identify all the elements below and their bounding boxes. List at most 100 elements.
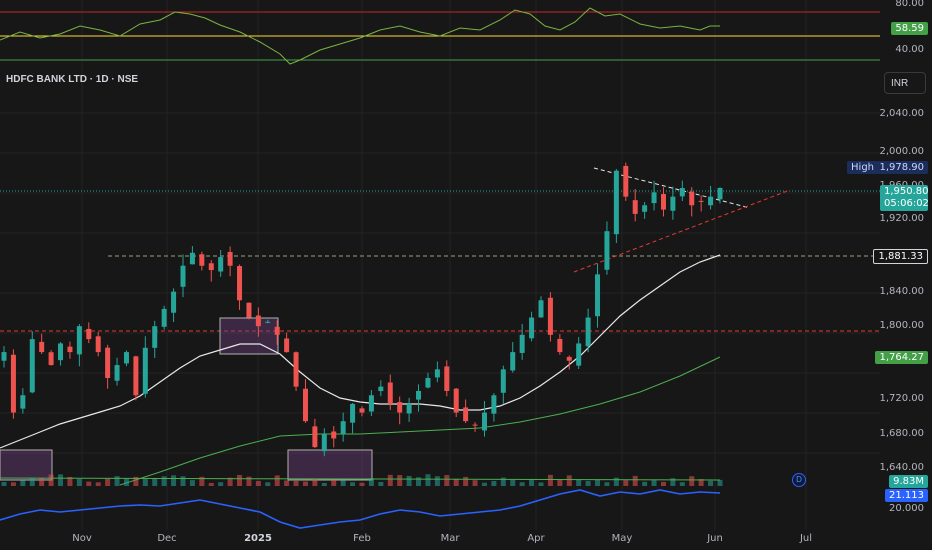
candle-body[interactable]: [255, 315, 261, 327]
candle-body[interactable]: [218, 257, 224, 272]
volume-bar: [604, 482, 610, 486]
candle-body[interactable]: [86, 328, 92, 340]
candle-body[interactable]: [510, 352, 516, 371]
candle-body[interactable]: [660, 194, 666, 210]
candle-body[interactable]: [708, 196, 714, 206]
candle-body[interactable]: [491, 395, 497, 414]
volume-bar: [717, 479, 723, 486]
zone-rectangle[interactable]: [0, 449, 53, 481]
candle-body[interactable]: [378, 386, 384, 392]
lower-indicator-line: [0, 489, 721, 529]
candle-body[interactable]: [397, 402, 403, 413]
triangle-pattern[interactable]: [573, 167, 791, 273]
currency-selector-button[interactable]: INR: [884, 72, 926, 94]
volume-bar: [397, 475, 403, 486]
candle-body[interactable]: [670, 196, 676, 211]
candle-body[interactable]: [189, 252, 195, 265]
candle-body[interactable]: [529, 317, 535, 339]
candle-body[interactable]: [321, 434, 327, 452]
candle-body[interactable]: [519, 334, 525, 353]
candle-body[interactable]: [10, 354, 16, 413]
candle-body[interactable]: [293, 352, 299, 387]
candle-body[interactable]: [406, 403, 412, 414]
candle-body[interactable]: [604, 231, 610, 270]
candle-body[interactable]: [472, 424, 478, 426]
price-tick-label: 2,040.00: [879, 108, 924, 119]
candle-body[interactable]: [29, 339, 35, 393]
candle-body[interactable]: [679, 188, 685, 197]
dividend-icon[interactable]: D: [792, 473, 806, 487]
candle-body[interactable]: [642, 205, 648, 212]
candle-body[interactable]: [161, 308, 167, 327]
candle-body[interactable]: [284, 338, 290, 353]
candle-body[interactable]: [48, 352, 54, 366]
candle-body[interactable]: [58, 343, 64, 361]
candle-body[interactable]: [95, 336, 101, 353]
candle-body[interactable]: [444, 366, 450, 391]
volume-bar: [29, 478, 35, 486]
candle-body[interactable]: [350, 403, 356, 423]
candle-body[interactable]: [227, 252, 233, 266]
candle-body[interactable]: [651, 192, 657, 204]
candle-body[interactable]: [547, 297, 553, 335]
candle-body[interactable]: [246, 302, 252, 318]
candle-body[interactable]: [76, 326, 82, 355]
candle-body[interactable]: [434, 369, 440, 378]
volume-bar: [406, 475, 412, 486]
zone-rectangle[interactable]: [287, 449, 373, 481]
candle-body[interactable]: [453, 388, 459, 413]
candle-body[interactable]: [340, 421, 346, 434]
candle-body[interactable]: [123, 352, 129, 364]
candle-body[interactable]: [331, 431, 337, 439]
candle-body[interactable]: [481, 412, 487, 431]
candle-body[interactable]: [20, 395, 26, 409]
candle-body[interactable]: [557, 338, 563, 353]
candle-body[interactable]: [302, 388, 308, 422]
candle-body[interactable]: [171, 291, 177, 313]
candle-body[interactable]: [114, 365, 120, 381]
candle-body[interactable]: [368, 395, 374, 412]
candle-body[interactable]: [538, 300, 544, 318]
candle-body[interactable]: [39, 341, 45, 353]
candle-body[interactable]: [585, 317, 591, 347]
candle-body[interactable]: [566, 356, 572, 361]
candlesticks[interactable]: [1, 162, 723, 457]
candle-body[interactable]: [312, 426, 318, 448]
candle-body[interactable]: [689, 191, 695, 206]
candle-body[interactable]: [632, 200, 638, 214]
candle-body[interactable]: [142, 347, 148, 394]
candle-body[interactable]: [387, 382, 393, 404]
volume-bar: [312, 479, 318, 486]
volume-ma-line: [0, 477, 721, 481]
candle-body[interactable]: [152, 326, 158, 348]
volume-bar: [48, 474, 54, 486]
candle-body[interactable]: [1, 352, 7, 361]
candle-body[interactable]: [199, 254, 205, 266]
candle-body[interactable]: [133, 356, 139, 396]
volume-bar: [434, 476, 440, 486]
volume-bar: [529, 479, 535, 486]
candle-body[interactable]: [500, 369, 506, 393]
volume-bar: [350, 482, 356, 486]
candle-body[interactable]: [576, 343, 582, 366]
volume-bar: [39, 477, 45, 486]
candle-body[interactable]: [265, 321, 271, 323]
candle-body[interactable]: [105, 347, 111, 378]
candle-body[interactable]: [274, 326, 280, 335]
candle-body[interactable]: [237, 266, 243, 301]
candle-body[interactable]: [67, 346, 73, 353]
candle-body[interactable]: [180, 265, 186, 287]
candle-body[interactable]: [416, 390, 422, 400]
candle-body[interactable]: [359, 408, 365, 413]
volume-bar: [642, 481, 648, 486]
candle-body[interactable]: [717, 188, 723, 200]
candle-body[interactable]: [208, 263, 214, 271]
volume-bar: [237, 474, 243, 486]
candle-body[interactable]: [463, 407, 469, 422]
candle-body[interactable]: [595, 274, 601, 317]
candle-body[interactable]: [698, 200, 704, 202]
candle-body[interactable]: [613, 170, 619, 235]
candle-body[interactable]: [623, 165, 629, 197]
candle-body[interactable]: [425, 378, 431, 388]
